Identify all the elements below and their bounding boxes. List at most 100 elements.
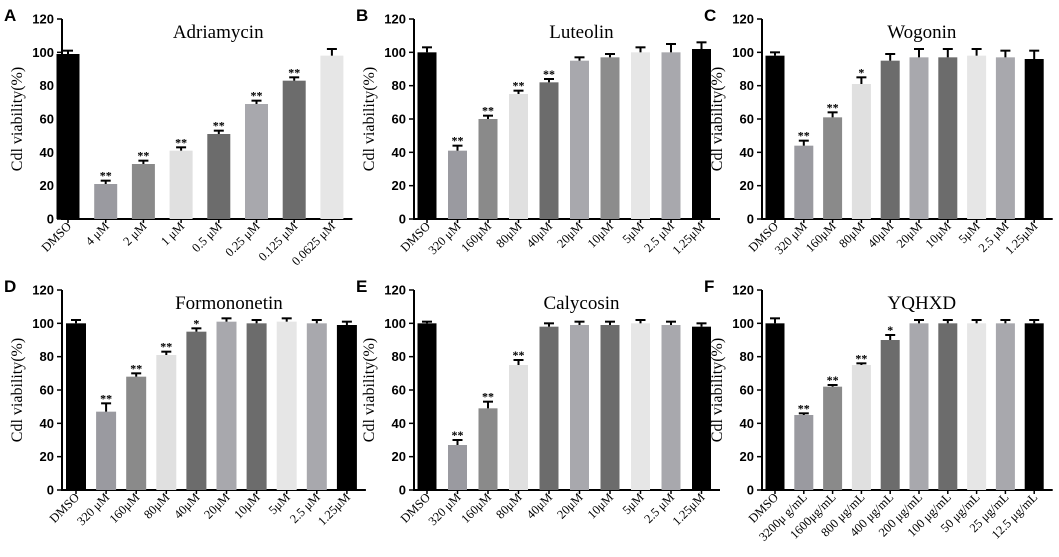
bar — [246, 323, 267, 490]
bar — [539, 326, 559, 490]
x-tick-label: 320 μM — [74, 490, 112, 528]
significance-marker: ** — [213, 119, 225, 133]
x-tick-label: 20μM — [894, 219, 925, 250]
panel-b: B Luteolin Cdl viability(%) 0 20 40 60 80 100 120… — [356, 6, 720, 257]
x-tick-label: 80μM — [836, 219, 867, 250]
significance-marker: ** — [137, 149, 149, 163]
panel-letter: F — [704, 277, 714, 296]
bar — [539, 82, 559, 219]
bar — [56, 54, 80, 219]
y-tick-label: 20 — [40, 449, 54, 464]
y-tick-label: 20 — [740, 178, 754, 193]
y-tick-label: 40 — [392, 416, 406, 431]
y-tick-label: 120 — [384, 12, 406, 27]
y-tick-label: 120 — [32, 283, 54, 298]
significance-marker: ** — [513, 79, 525, 93]
y-tick-label: 60 — [40, 112, 54, 127]
y-tick-label: 80 — [40, 349, 54, 364]
y-tick-label: 40 — [40, 416, 54, 431]
bar — [478, 119, 498, 219]
bar — [692, 49, 711, 219]
bar — [94, 184, 118, 219]
y-tick-label: 100 — [732, 316, 754, 331]
significance-marker: ** — [288, 65, 300, 79]
bar — [880, 340, 900, 490]
y-tick-label: 40 — [740, 416, 754, 431]
panel-letter: D — [4, 277, 16, 296]
x-tick-label: 4 μM — [83, 219, 112, 248]
significance-marker: ** — [100, 391, 112, 405]
y-tick-label: 120 — [732, 283, 754, 298]
significance-marker: ** — [175, 135, 187, 149]
y-tick-label: 60 — [392, 112, 406, 127]
bar — [336, 325, 357, 490]
x-tick-label: 80μM — [493, 219, 524, 250]
y-tick-label: 120 — [732, 12, 754, 27]
bar — [417, 52, 437, 220]
bar — [938, 57, 958, 220]
y-tick-label: 60 — [392, 383, 406, 398]
y-tick-label: 0 — [47, 212, 54, 227]
panel-e: E Calycosin Cdl viability(%) 0 20 40 60 80 100 12… — [356, 277, 720, 528]
chart-title: Calycosin — [544, 293, 620, 314]
significance-marker: ** — [251, 89, 263, 103]
x-tick-label: 5μM — [620, 219, 647, 246]
bar — [207, 134, 231, 219]
y-tick-label: 40 — [740, 145, 754, 160]
bar — [570, 325, 589, 490]
significance-marker: ** — [798, 401, 810, 415]
x-tick-label: 20μM — [201, 490, 232, 521]
bar — [661, 325, 681, 490]
y-tick-label: 0 — [747, 483, 754, 498]
x-tick-label: 20μM — [554, 219, 585, 250]
bar — [156, 355, 177, 490]
bar — [1024, 59, 1044, 219]
y-tick-label: 80 — [740, 78, 754, 93]
bar — [448, 445, 467, 490]
x-tick-label: 1.25μM — [315, 490, 353, 528]
bar — [600, 325, 620, 490]
y-tick-label: 60 — [740, 112, 754, 127]
y-axis-label: Cdl viability(%) — [709, 338, 726, 442]
y-tick-label: 0 — [399, 212, 406, 227]
y-tick-label: 60 — [740, 383, 754, 398]
y-tick-label: 20 — [392, 449, 406, 464]
x-tick-label: 10μM — [585, 490, 616, 521]
x-tick-label: 1.25μM — [670, 490, 708, 528]
y-axis-label: Cdl viability(%) — [361, 67, 378, 171]
x-tick-label: 5μM — [620, 490, 647, 517]
x-tick-label: 1 μM — [158, 219, 187, 248]
y-tick-label: 100 — [732, 45, 754, 60]
y-tick-label: 20 — [40, 178, 54, 193]
bar — [320, 55, 344, 219]
x-tick-label: 1.25μM — [670, 219, 708, 257]
bar — [126, 376, 147, 490]
bar — [509, 94, 528, 219]
bar — [851, 365, 871, 490]
x-tick-label: 40μM — [524, 490, 555, 521]
chart-title: Luteolin — [549, 22, 614, 43]
y-tick-label: 80 — [740, 349, 754, 364]
y-tick-label: 60 — [40, 383, 54, 398]
bar — [765, 323, 785, 490]
bar — [765, 55, 785, 219]
panel-letter: C — [704, 6, 716, 25]
bar — [938, 323, 958, 490]
x-tick-label: 320 μM — [426, 219, 464, 257]
y-tick-label: 100 — [384, 45, 406, 60]
bar — [909, 57, 929, 220]
y-tick-label: 100 — [32, 316, 54, 331]
bar — [478, 408, 498, 490]
y-tick-label: 100 — [32, 45, 54, 60]
significance-marker: ** — [452, 428, 464, 442]
x-tick-label: 1.25μM — [1002, 219, 1040, 257]
panel-letter: E — [356, 277, 367, 296]
bar — [995, 323, 1015, 490]
y-axis-label: Cdl viability(%) — [9, 67, 26, 171]
x-tick-label: 40μM — [865, 219, 896, 250]
bar — [169, 150, 193, 219]
x-tick-label: 160μM — [458, 490, 494, 526]
bar — [823, 386, 843, 490]
panel-letter: A — [4, 6, 16, 25]
